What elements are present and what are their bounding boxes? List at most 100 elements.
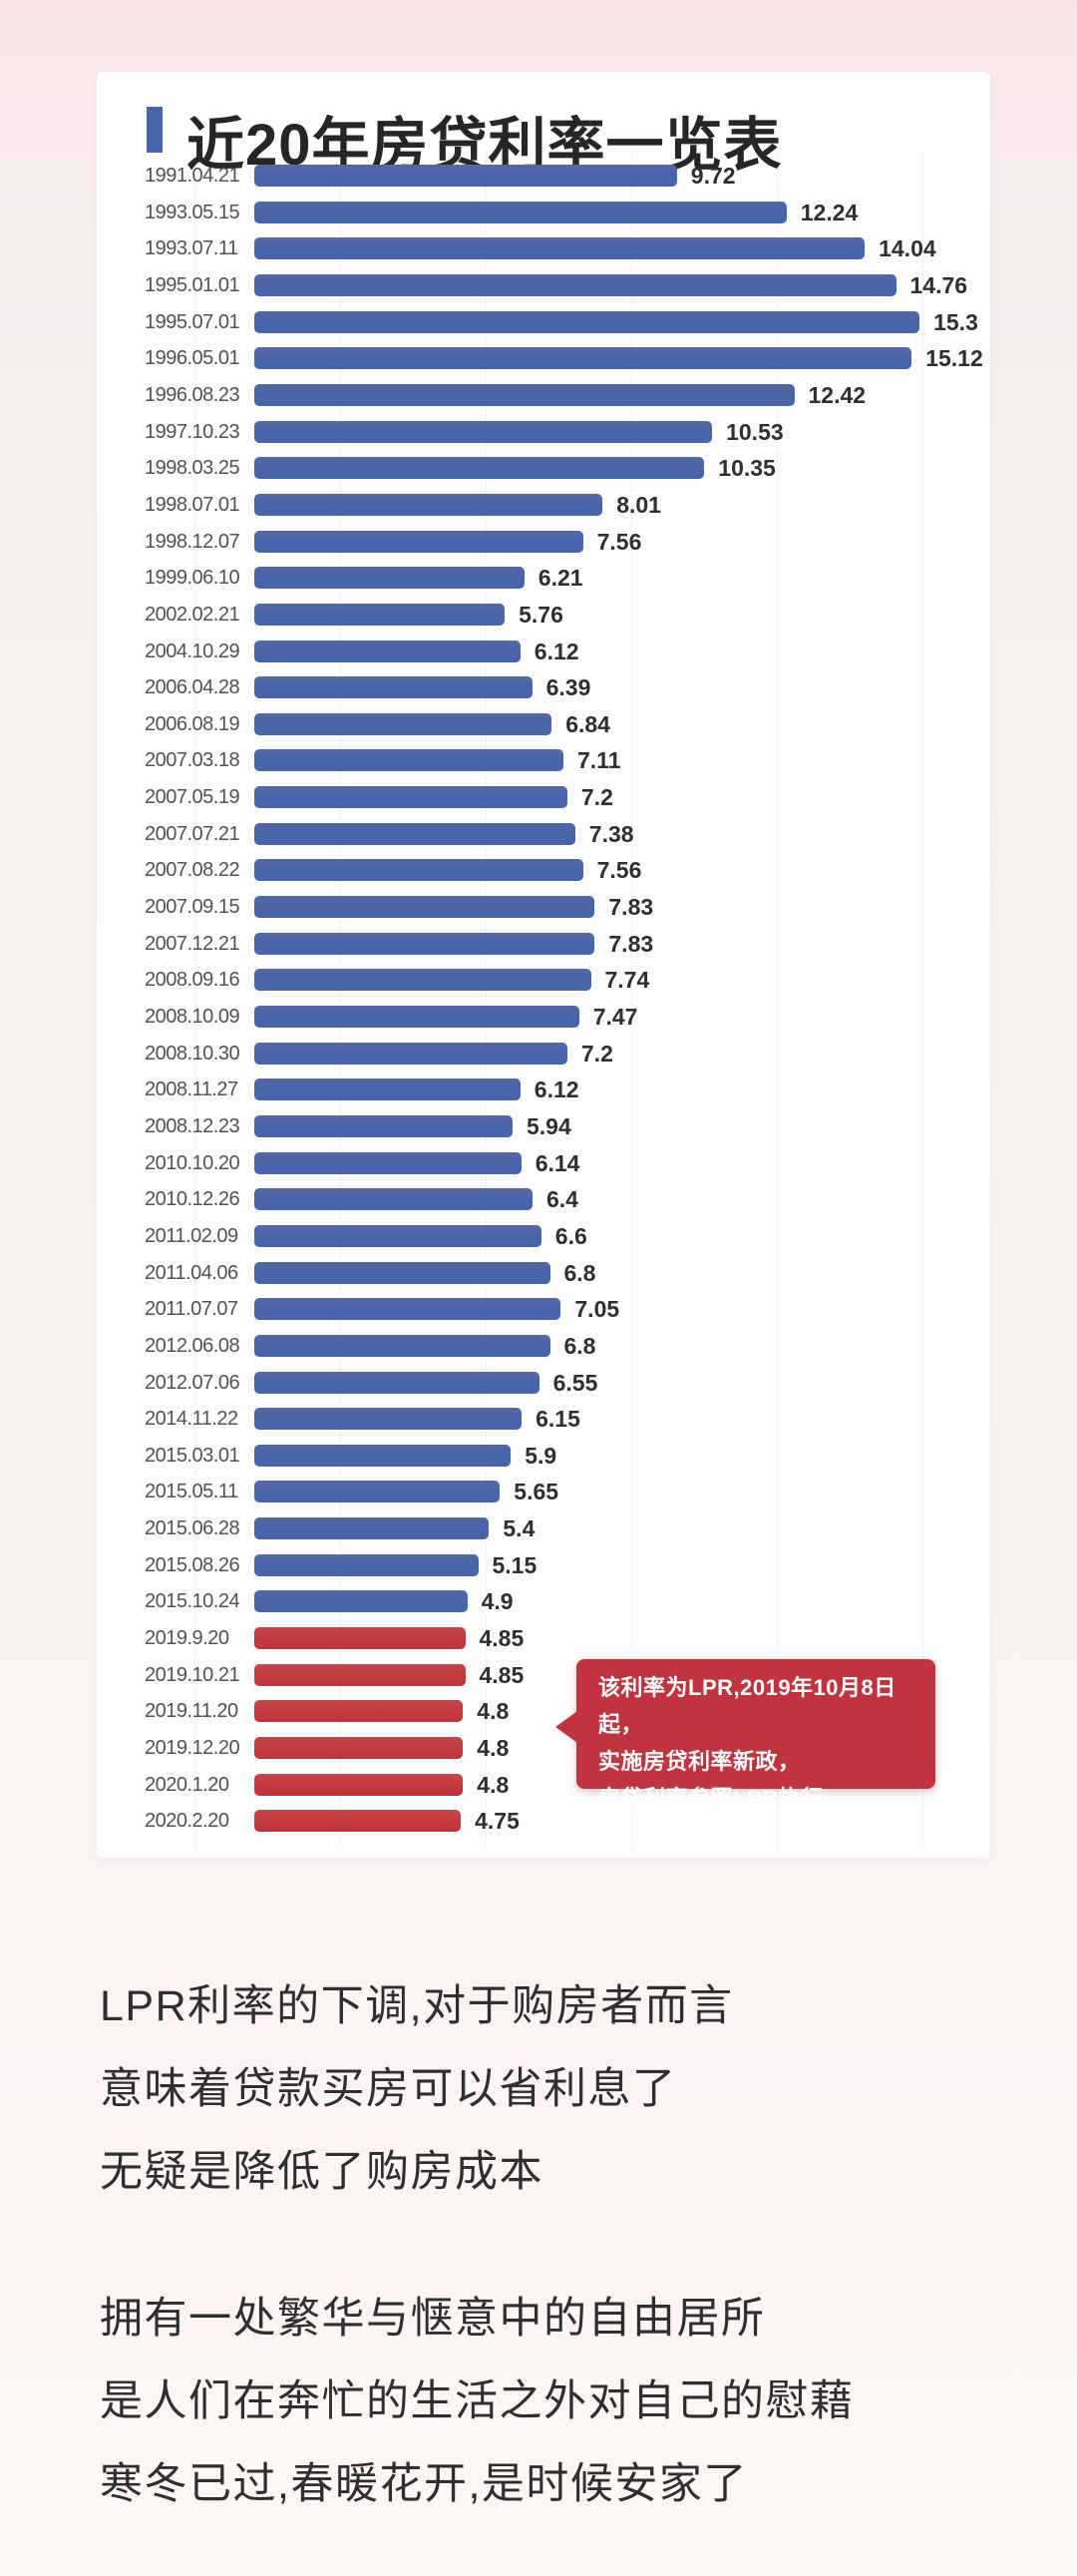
chart-row: 2011.02.09 6.6 [97, 1222, 990, 1249]
chart-row: 1998.12.07 7.56 [97, 528, 990, 555]
row-date-label: 2008.09.16 [145, 969, 240, 992]
chart-row: 1993.05.15 12.24 [97, 200, 990, 225]
rate-bar [254, 165, 677, 187]
rate-bar [254, 1114, 513, 1137]
row-date-label: 1995.07.01 [145, 310, 240, 333]
row-date-label: 2007.03.18 [145, 749, 240, 772]
row-value-label: 5.94 [527, 1112, 571, 1139]
row-value-label: 15.12 [925, 345, 983, 372]
row-value-label: 7.56 [596, 528, 642, 555]
rate-bar [254, 1517, 490, 1539]
row-date-label: 1998.12.07 [145, 530, 240, 553]
rate-bar [254, 1151, 522, 1174]
row-value-label: 4.9 [481, 1588, 514, 1615]
callout-line: 房贷利率参照LPR执行。 [598, 1786, 847, 1811]
rate-bar [254, 1773, 464, 1796]
chart-row: 2002.02.21 5.76 [97, 602, 990, 628]
row-value-label: 7.74 [604, 967, 650, 994]
row-value-label: 4.75 [475, 1808, 520, 1835]
row-date-label: 2015.03.01 [145, 1444, 240, 1467]
body-text-line: 寒冬已过,春暖花开,是时候安家了 [100, 2460, 748, 2508]
row-value-label: 7.56 [596, 857, 642, 884]
rate-bar [254, 1298, 561, 1321]
chart-row: 2007.03.18 7.11 [97, 747, 990, 774]
row-value-label: 7.11 [577, 747, 621, 774]
body-text-line: LPR利率的下调,对于购房者而言 [100, 1982, 734, 2030]
row-date-label: 2006.08.19 [145, 712, 240, 735]
chart-row: 2007.09.15 7.83 [97, 894, 990, 920]
row-date-label: 2012.07.06 [145, 1371, 240, 1394]
chart-row: 2015.08.26 5.15 [97, 1552, 990, 1578]
rate-bar [254, 567, 525, 590]
chart-row: 2011.07.07 7.05 [97, 1296, 990, 1322]
rate-bar [254, 383, 795, 406]
title-bullet-icon [147, 107, 163, 153]
rate-bar [254, 859, 583, 882]
chart-row: 2019.11.20 4.8 [97, 1698, 990, 1724]
chart-row: 1996.05.01 15.12 [97, 345, 990, 372]
row-date-label: 1993.07.11 [145, 237, 238, 260]
chart-row: 2007.07.21 7.38 [97, 820, 990, 847]
rate-bar [254, 1261, 550, 1284]
rate-bar [254, 1590, 468, 1613]
chart-row: 1991.04.21 9.72 [97, 163, 990, 189]
row-value-label: 4.85 [479, 1661, 525, 1688]
row-value-label: 7.83 [608, 930, 654, 957]
row-date-label: 2007.09.15 [145, 896, 240, 918]
row-date-label: 2019.10.21 [145, 1663, 240, 1686]
row-date-label: 1998.03.25 [145, 457, 240, 480]
rate-bar [254, 969, 591, 992]
row-date-label: 1995.01.01 [145, 273, 240, 296]
row-value-label: 6.6 [554, 1222, 587, 1249]
rate-bar [254, 201, 787, 223]
row-value-label: 4.8 [477, 1735, 510, 1761]
row-value-label: 7.38 [588, 820, 634, 847]
row-value-label: 6.4 [546, 1186, 578, 1213]
row-value-label: 9.72 [690, 163, 736, 189]
rate-bar [254, 1078, 521, 1101]
row-value-label: 6.14 [535, 1149, 580, 1176]
row-value-label: 6.12 [534, 1076, 579, 1103]
body-text-line: 是人们在奔忙的生活之外对自己的慰藉 [100, 2377, 855, 2425]
row-date-label: 2010.12.26 [145, 1188, 240, 1211]
chart-row: 2007.12.21 7.83 [97, 930, 990, 957]
rate-bar [254, 310, 920, 333]
rate-bar [254, 1408, 523, 1431]
chart-row: 2020.1.20 4.8 [97, 1772, 990, 1798]
row-date-label: 1998.07.01 [145, 493, 240, 516]
row-date-label: 2008.10.30 [145, 1042, 240, 1065]
rate-bar [254, 457, 705, 480]
rate-bar [254, 676, 533, 699]
body-text-line: 无疑是降低了购房成本 [100, 2148, 543, 2196]
chart-row: 2015.03.01 5.9 [97, 1443, 990, 1469]
rate-bar [254, 237, 866, 260]
row-value-label: 6.8 [563, 1332, 596, 1359]
chart-row: 2008.09.16 7.74 [97, 967, 990, 994]
chart-row: 2011.04.06 6.8 [97, 1259, 990, 1286]
rate-bar [254, 1737, 464, 1759]
rate-bar [254, 493, 603, 516]
rate-bar [254, 1663, 466, 1686]
chart-row: 2006.04.28 6.39 [97, 674, 990, 700]
row-date-label: 1997.10.23 [145, 420, 240, 443]
rate-bar [254, 1371, 539, 1394]
callout-arrow-left-icon [555, 1711, 577, 1743]
row-date-label: 1999.06.10 [145, 567, 240, 590]
row-date-label: 2012.06.08 [145, 1334, 240, 1357]
rate-bar [254, 1481, 501, 1503]
row-date-label: 2007.05.19 [145, 786, 240, 808]
rate-bar [254, 749, 563, 772]
chart-row: 2015.10.24 4.9 [97, 1588, 990, 1615]
body-text-line: 意味着贷款买房可以省利息了 [100, 2065, 677, 2113]
row-value-label: 6.8 [563, 1259, 596, 1286]
chart-card: 近20年房贷利率一览表 1991.04.21 9.72 1993.05.15 1… [97, 72, 990, 1858]
row-date-label: 2008.11.27 [145, 1078, 238, 1101]
row-date-label: 1991.04.21 [145, 165, 240, 187]
row-date-label: 2008.12.23 [145, 1114, 240, 1137]
chart-row: 2012.06.08 6.8 [97, 1332, 990, 1359]
chart-row: 1998.07.01 8.01 [97, 492, 990, 518]
rate-bar [254, 530, 583, 553]
chart-row: 2019.9.20 4.85 [97, 1625, 990, 1651]
chart-row: 2008.11.27 6.12 [97, 1076, 990, 1103]
row-value-label: 7.47 [592, 1003, 638, 1030]
